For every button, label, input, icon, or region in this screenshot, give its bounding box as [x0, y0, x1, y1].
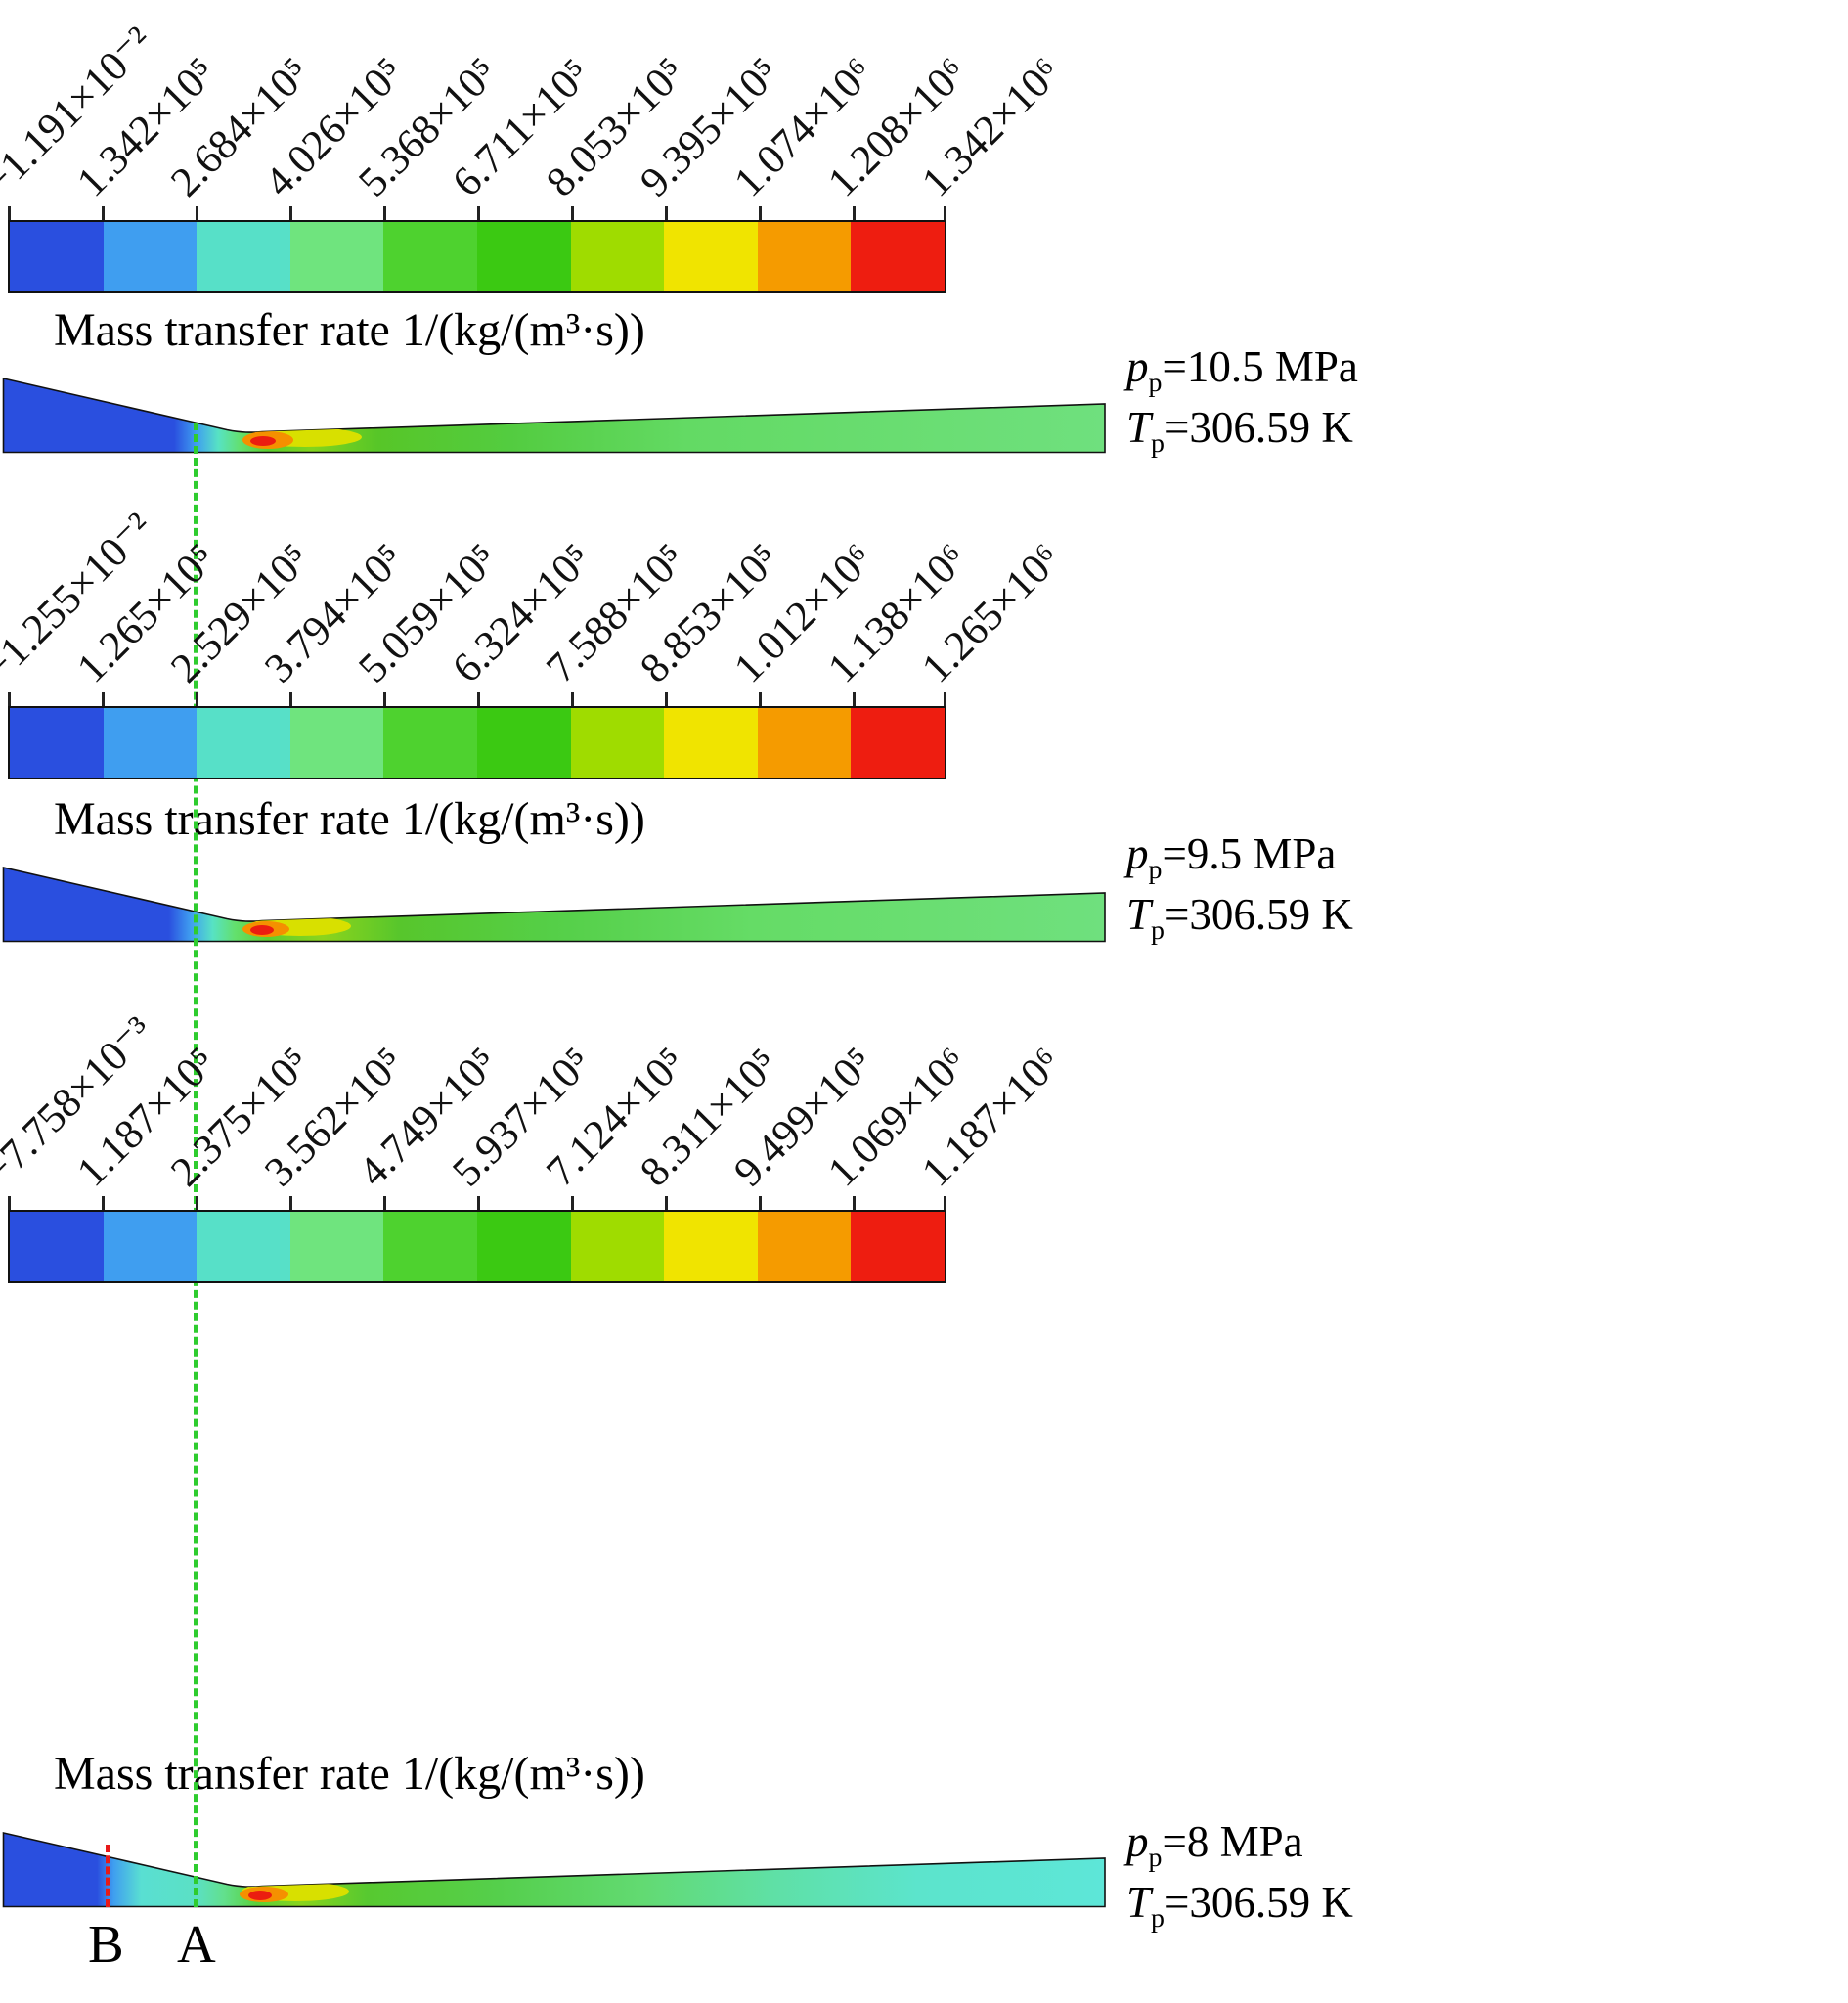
pressure-label: pp=9.5 MPa [1126, 829, 1337, 885]
colorbar-segment [476, 1212, 571, 1281]
colorbar-tick [759, 206, 762, 220]
colorbar-segment [851, 1212, 945, 1281]
colorbar-segment [851, 708, 945, 778]
colorbar-tick [759, 692, 762, 706]
colorbar-segment [476, 222, 571, 291]
colorbar-tick [944, 1196, 946, 1210]
colorbar-tick [196, 206, 198, 220]
nozzle-outline [2, 1831, 1106, 1908]
contour-plot-10-5mpa [2, 377, 1106, 454]
colorbar-3 [8, 1210, 946, 1283]
colorbar-tick [944, 692, 946, 706]
cavitation-hotspot [242, 427, 362, 449]
temperature-label: Tp=306.59 K [1126, 402, 1353, 459]
colorbar-tick [944, 206, 946, 220]
temperature-label: Tp=306.59 K [1126, 1877, 1353, 1934]
colorbar-segment [10, 222, 104, 291]
colorbar-tick [383, 1196, 386, 1210]
colorbar-segment [383, 1212, 477, 1281]
colorbar-tick [102, 692, 105, 706]
nozzle-outline [2, 377, 1106, 454]
colorbar-segment [757, 222, 852, 291]
colorbar-segment [851, 222, 945, 291]
colorbar-tick [853, 1196, 856, 1210]
colorbar-tick [102, 1196, 105, 1210]
colorbar-tick [759, 1196, 762, 1210]
colorbar-1 [8, 220, 946, 293]
colorbar-segment [289, 222, 384, 291]
colorbar-tick [477, 1196, 480, 1210]
colorbar-tick [477, 206, 480, 220]
colorbar-segment [103, 222, 198, 291]
colorbar-tick [571, 1196, 574, 1210]
colorbar-tick [8, 206, 11, 220]
colorbar-tick [853, 692, 856, 706]
colorbar-segment [383, 708, 477, 778]
colorbar-tick [102, 206, 105, 220]
colorbar-segment [289, 1212, 384, 1281]
cavitation-hotspot [242, 916, 351, 937]
colorbar-tick [571, 692, 574, 706]
colorbar-tick [196, 1196, 198, 1210]
colorbar-tick [8, 692, 11, 706]
colorbar-segment [757, 708, 852, 778]
temperature-label: Tp=306.59 K [1126, 889, 1353, 946]
marker-line-a [194, 423, 198, 1907]
colorbar-tick [477, 692, 480, 706]
colorbar-tick-labels-1: −1.191×10⁻² 1.342×10⁵ 2.684×10⁵ 4.026×10… [0, 11, 1232, 206]
colorbar-segment [570, 708, 665, 778]
colorbar-tick [383, 692, 386, 706]
colorbar-caption-3: Mass transfer rate 1/(kg/(m³·s)) [54, 1748, 645, 1800]
colorbar-tick [289, 692, 292, 706]
pressure-label: pp=10.5 MPa [1126, 342, 1358, 398]
colorbar-segment [10, 708, 104, 778]
colorbar-caption-1: Mass transfer rate 1/(kg/(m³·s)) [54, 304, 645, 356]
pressure-label: pp=8 MPa [1126, 1817, 1303, 1873]
colorbar-tick [665, 692, 668, 706]
colorbar-segment [476, 708, 571, 778]
colorbar-segment [570, 1212, 665, 1281]
colorbar-tick [853, 206, 856, 220]
conditions-panel-2: pp=9.5 MPa Tp=306.59 K [1126, 827, 1353, 948]
colorbar-segment [289, 708, 384, 778]
colorbar-segment [664, 1212, 758, 1281]
colorbar-tick [665, 1196, 668, 1210]
colorbar-segment [570, 222, 665, 291]
colorbar-segment [10, 1212, 104, 1281]
colorbar-tick [383, 206, 386, 220]
contour-plot-8mpa [2, 1831, 1106, 1908]
colorbar-tick [196, 692, 198, 706]
conditions-panel-3: pp=8 MPa Tp=306.59 K [1126, 1815, 1353, 1936]
colorbar-2 [8, 706, 946, 779]
cavitation-hotspot [240, 1882, 349, 1902]
marker-label-a: A [177, 1914, 216, 1974]
colorbar-tick [8, 1196, 11, 1210]
colorbar-segment [197, 222, 290, 291]
nozzle-outline [2, 866, 1106, 943]
colorbar-segment [664, 708, 758, 778]
colorbar-caption-2: Mass transfer rate 1/(kg/(m³·s)) [54, 793, 645, 845]
marker-label-b: B [88, 1914, 124, 1974]
colorbar-segment [103, 1212, 198, 1281]
colorbar-segment [664, 222, 758, 291]
marker-line-b [106, 1845, 110, 1907]
colorbar-segment [757, 1212, 852, 1281]
colorbar-segment [103, 708, 198, 778]
colorbar-segment [197, 1212, 290, 1281]
colorbar-tick-labels-2: −1.255×10⁻² 1.265×10⁵ 2.529×10⁵ 3.794×10… [0, 497, 1232, 692]
colorbar-segment [383, 222, 477, 291]
colorbar-tick [571, 206, 574, 220]
colorbar-segment [197, 708, 290, 778]
colorbar-tick [665, 206, 668, 220]
colorbar-tick [289, 206, 292, 220]
contour-plot-9-5mpa [2, 866, 1106, 943]
colorbar-tick [289, 1196, 292, 1210]
conditions-panel-1: pp=10.5 MPa Tp=306.59 K [1126, 340, 1358, 461]
colorbar-tick-labels-3: −7.758×10⁻³ 1.187×10⁵ 2.375×10⁵ 3.562×10… [0, 1001, 1232, 1196]
